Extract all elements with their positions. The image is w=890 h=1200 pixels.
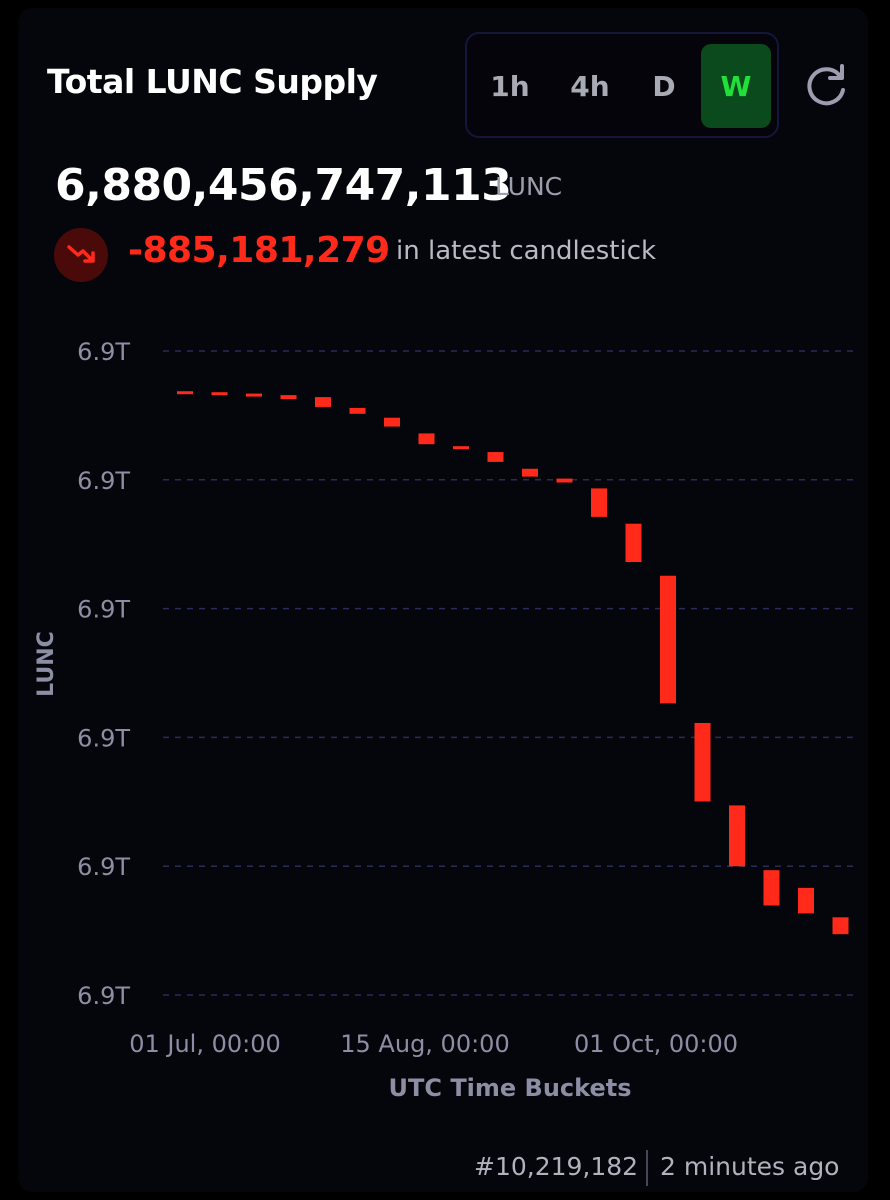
total-supply-value: 6,880,456,747,113	[55, 160, 512, 211]
trend-down-badge	[54, 228, 108, 282]
candle	[453, 446, 469, 450]
candle	[625, 523, 642, 562]
change-note: in latest candlestick	[396, 236, 657, 266]
candle	[211, 392, 228, 396]
candle	[694, 722, 711, 802]
y-tick-label: 6.9T	[77, 467, 130, 495]
candle	[591, 488, 607, 517]
candle	[315, 397, 331, 407]
chart-title: Total LUNC Supply	[47, 62, 378, 101]
candlestick-chart: 6.9T 6.9T 6.9T 6.9T 6.9T 6.9T LUNC 01 Jul, 00:0…	[34, 338, 857, 1102]
y-tick-label: 6.9T	[77, 982, 130, 1010]
y-axis-label: LUNC	[34, 631, 59, 697]
timeframe-1h-button[interactable]: 1h	[490, 69, 530, 103]
supply-unit: LUNC	[495, 172, 563, 201]
candle	[763, 870, 780, 906]
y-tick-label: 6.9T	[77, 338, 130, 366]
last-updated: 2 minutes ago	[660, 1152, 840, 1181]
candle	[832, 917, 849, 935]
candle	[556, 478, 573, 483]
candle	[280, 395, 297, 400]
candle	[246, 393, 262, 397]
refresh-icon	[807, 64, 845, 106]
x-axis-label: UTC Time Buckets	[388, 1074, 631, 1102]
candle	[384, 417, 400, 427]
timeframe-4h-button[interactable]: 4h	[570, 69, 610, 103]
candle	[798, 887, 814, 914]
candle	[660, 575, 676, 704]
block-number: #10,219,182	[474, 1152, 639, 1181]
refresh-button[interactable]	[800, 60, 852, 112]
candle	[177, 391, 193, 395]
timeframe-w-button[interactable]: W	[701, 44, 771, 128]
candle	[522, 468, 538, 477]
change-value: -885,181,279	[128, 230, 390, 271]
candle	[729, 805, 745, 867]
y-tick-label: 6.9T	[77, 724, 130, 752]
x-tick-label: 15 Aug, 00:00	[340, 1030, 509, 1058]
trend-down-icon	[67, 245, 95, 263]
y-tick-label: 6.9T	[77, 853, 130, 881]
footer-divider	[646, 1150, 648, 1186]
timeframe-d-button[interactable]: D	[652, 69, 676, 103]
x-tick-label: 01 Jul, 00:00	[129, 1030, 281, 1058]
x-tick-label: 01 Oct, 00:00	[574, 1030, 738, 1058]
timeframe-selector: 1h 4h D W	[465, 32, 779, 138]
y-tick-label: 6.9T	[77, 596, 130, 624]
candle	[349, 407, 366, 414]
candle	[418, 433, 435, 445]
candle	[487, 452, 504, 462]
